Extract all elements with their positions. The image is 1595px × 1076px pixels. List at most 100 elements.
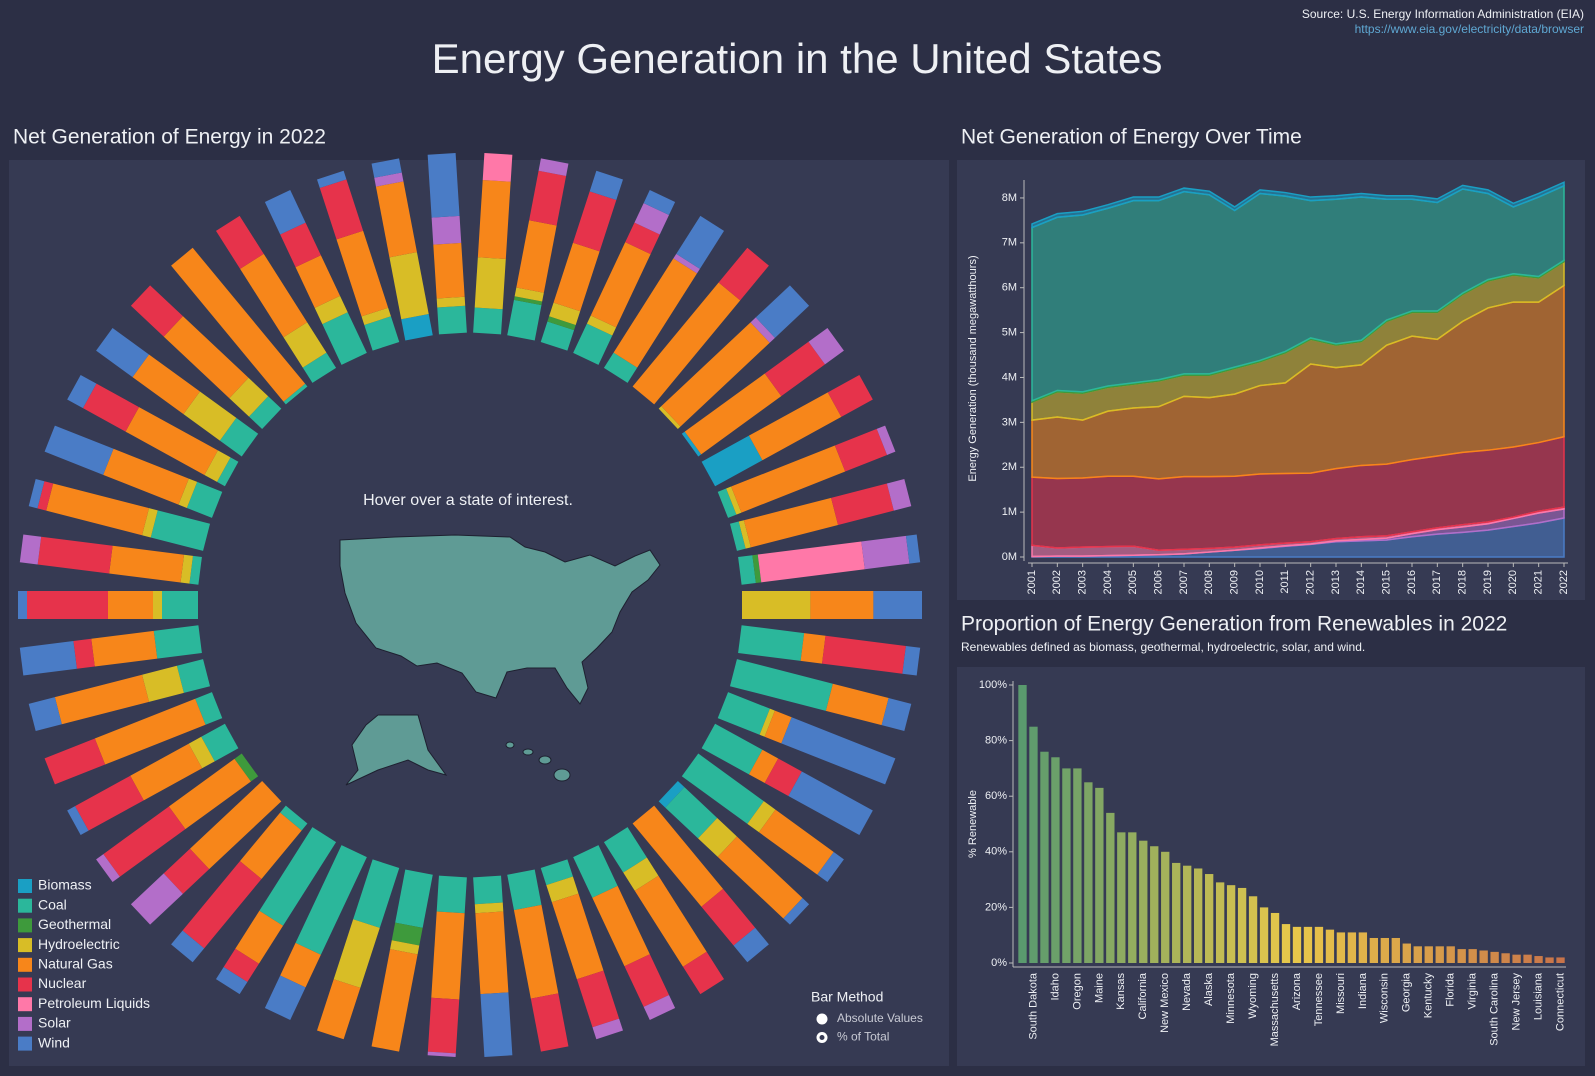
bar-segment[interactable] bbox=[827, 374, 873, 417]
bar-segment[interactable] bbox=[96, 327, 149, 378]
bar-segment[interactable] bbox=[507, 869, 542, 911]
bar-segment[interactable] bbox=[361, 307, 391, 325]
bar-segment[interactable] bbox=[681, 431, 702, 457]
bar-segment[interactable] bbox=[302, 352, 337, 383]
bar[interactable] bbox=[1270, 912, 1280, 963]
bar-segment[interactable] bbox=[433, 242, 465, 299]
bar[interactable] bbox=[1183, 865, 1192, 963]
bar-segment[interactable] bbox=[96, 854, 120, 883]
bar-segment[interactable] bbox=[235, 910, 284, 964]
bar-segment[interactable] bbox=[189, 555, 202, 585]
bar-segment[interactable] bbox=[19, 640, 77, 676]
state-bar[interactable] bbox=[717, 692, 896, 785]
bar[interactable] bbox=[1292, 926, 1302, 963]
bar-segment[interactable] bbox=[755, 285, 810, 338]
bar-segment[interactable] bbox=[625, 222, 660, 255]
bar-segment[interactable] bbox=[540, 859, 573, 886]
bar-segment[interactable] bbox=[507, 299, 542, 341]
bar-segment[interactable] bbox=[673, 253, 700, 274]
bar-segment[interactable] bbox=[371, 949, 418, 1052]
bar-segment[interactable] bbox=[431, 215, 462, 245]
state-bar[interactable] bbox=[540, 170, 623, 351]
bar-segment[interactable] bbox=[371, 158, 402, 178]
bar-segment[interactable] bbox=[589, 170, 623, 200]
bar[interactable] bbox=[1424, 946, 1433, 963]
bar-segment[interactable] bbox=[603, 352, 638, 383]
bar-segment[interactable] bbox=[747, 801, 776, 833]
bar-segment[interactable] bbox=[729, 659, 833, 711]
bar-segment[interactable] bbox=[549, 302, 581, 325]
bar-segment[interactable] bbox=[163, 316, 249, 399]
bar-segment[interactable] bbox=[436, 875, 467, 914]
state-bar[interactable] bbox=[371, 869, 433, 1052]
bar-segment[interactable] bbox=[718, 247, 769, 301]
state-bar[interactable] bbox=[473, 875, 513, 1057]
bar-segment[interactable] bbox=[788, 771, 873, 836]
bar-segment[interactable] bbox=[163, 848, 210, 894]
bar-segment[interactable] bbox=[178, 478, 198, 508]
bar-segment[interactable] bbox=[547, 316, 576, 331]
bar[interactable] bbox=[1512, 954, 1521, 963]
bar-segment[interactable] bbox=[375, 181, 417, 258]
bar-segment[interactable] bbox=[876, 425, 896, 455]
state-bar[interactable] bbox=[264, 845, 367, 1020]
bar-segment[interactable] bbox=[176, 659, 211, 693]
bar-segment[interactable] bbox=[183, 391, 237, 441]
bar-segment[interactable] bbox=[153, 625, 202, 659]
state-bar[interactable] bbox=[96, 753, 259, 883]
bar-segment[interactable] bbox=[477, 179, 511, 259]
bar-segment[interactable] bbox=[514, 287, 544, 302]
bar-segment[interactable] bbox=[130, 873, 183, 925]
bar-segment[interactable] bbox=[733, 927, 769, 963]
bar-segment[interactable] bbox=[180, 554, 193, 584]
bar-segment[interactable] bbox=[623, 857, 659, 891]
bar-segment[interactable] bbox=[743, 497, 839, 548]
bar-segment[interactable] bbox=[18, 591, 27, 619]
state-bar[interactable] bbox=[603, 827, 725, 995]
bar[interactable] bbox=[1479, 950, 1488, 963]
bar-segment[interactable] bbox=[171, 247, 306, 402]
bar-segment[interactable] bbox=[572, 191, 617, 252]
map-hawaii[interactable] bbox=[538, 755, 552, 765]
bar-segment[interactable] bbox=[162, 591, 198, 619]
bar-segment[interactable] bbox=[800, 633, 826, 664]
bar-segment[interactable] bbox=[67, 374, 97, 409]
bar-segment[interactable] bbox=[738, 555, 756, 585]
bar[interactable] bbox=[1347, 932, 1357, 963]
bar-segment[interactable] bbox=[239, 812, 302, 879]
bar-segment[interactable] bbox=[810, 591, 874, 619]
bar[interactable] bbox=[1139, 840, 1148, 963]
bar-segment[interactable] bbox=[171, 930, 205, 963]
bar-segment[interactable] bbox=[249, 396, 282, 430]
bar[interactable] bbox=[1117, 832, 1126, 963]
bar[interactable] bbox=[1435, 946, 1444, 963]
bar-segment[interactable] bbox=[153, 591, 162, 619]
state-bar[interactable] bbox=[215, 827, 337, 995]
bar-segment[interactable] bbox=[738, 520, 751, 549]
bar-segment[interactable] bbox=[353, 859, 400, 928]
bar-segment[interactable] bbox=[764, 758, 802, 796]
state-bar[interactable] bbox=[632, 247, 769, 405]
bar-segment[interactable] bbox=[280, 222, 321, 268]
bar-segment[interactable] bbox=[717, 836, 803, 919]
state-bar[interactable] bbox=[701, 723, 873, 836]
state-bar[interactable] bbox=[171, 247, 308, 405]
bar-segment[interactable] bbox=[513, 904, 559, 999]
bar-segment[interactable] bbox=[738, 625, 805, 661]
us-map[interactable] bbox=[339, 534, 661, 786]
bar-segment[interactable] bbox=[91, 630, 158, 667]
bar-segment[interactable] bbox=[764, 341, 825, 397]
bar-segment[interactable] bbox=[683, 951, 725, 995]
bar-segment[interactable] bbox=[67, 806, 89, 836]
state-bar[interactable] bbox=[371, 158, 433, 341]
bar-segment[interactable] bbox=[480, 992, 513, 1057]
bar-segment[interactable] bbox=[742, 591, 811, 619]
bar-segment[interactable] bbox=[684, 373, 782, 455]
bar[interactable] bbox=[1084, 782, 1093, 963]
bar-segment[interactable] bbox=[474, 902, 504, 914]
bar-segment[interactable] bbox=[103, 448, 189, 505]
bar[interactable] bbox=[1106, 812, 1115, 963]
bar-segment[interactable] bbox=[701, 888, 756, 946]
bar-segment[interactable] bbox=[513, 296, 543, 306]
bar[interactable] bbox=[1336, 932, 1346, 963]
